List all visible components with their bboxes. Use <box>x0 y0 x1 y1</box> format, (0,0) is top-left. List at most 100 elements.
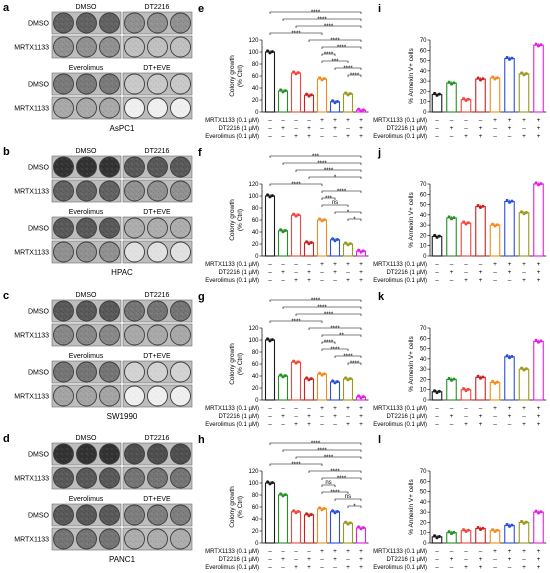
colony-texture <box>100 218 119 238</box>
data-point <box>359 109 363 113</box>
y-tick-label: 30 <box>420 510 427 516</box>
colony-texture <box>54 529 73 549</box>
condition-sign: + <box>508 261 512 268</box>
condition-sign: + <box>479 125 483 132</box>
colony-texture <box>77 13 96 33</box>
data-point <box>464 99 468 103</box>
data-point <box>466 221 470 225</box>
row-label: DMSO <box>28 226 50 233</box>
data-point <box>433 389 437 393</box>
y-axis-label: % Annexin V+ cells <box>408 479 415 535</box>
y-tick-label: 10 <box>420 244 427 250</box>
y-tick-label: 50 <box>420 347 427 353</box>
y-tick-label: 70 <box>420 326 427 332</box>
colony-texture <box>54 468 73 488</box>
condition-sign: + <box>537 117 541 124</box>
condition-sign: – <box>333 421 337 428</box>
colony-texture <box>54 444 73 464</box>
data-point <box>292 212 296 216</box>
data-point <box>357 525 361 529</box>
data-point <box>331 509 335 513</box>
significance-bracket <box>269 183 323 186</box>
panel-letter: h <box>198 434 205 446</box>
bar <box>533 340 544 401</box>
colony-texture <box>100 37 119 57</box>
data-point <box>534 338 538 342</box>
condition-sign: + <box>281 556 285 563</box>
significance-label: *** <box>312 154 320 160</box>
data-point <box>476 374 480 378</box>
condition-sign: – <box>493 564 497 571</box>
condition-sign: – <box>281 133 285 140</box>
colony-texture <box>54 362 73 382</box>
condition-sign: – <box>320 269 324 276</box>
significance-bracket <box>295 456 362 459</box>
y-tick-label: 40 <box>252 374 259 380</box>
condition-sign: + <box>508 125 512 132</box>
y-tick-label: 60 <box>252 505 259 511</box>
condition-label: MRTX1133 (0.1 µM) <box>205 262 259 268</box>
colony-texture <box>54 13 73 33</box>
significance-label: ** <box>339 333 344 339</box>
colony-texture <box>54 325 73 345</box>
condition-sign: – <box>346 269 350 276</box>
data-point <box>296 509 300 513</box>
condition-sign: – <box>493 277 497 284</box>
colony-texture <box>125 218 144 238</box>
condition-label: MRTX1133 (0.1 µM) <box>205 406 259 412</box>
condition-sign: + <box>346 405 350 412</box>
data-point <box>281 90 285 94</box>
y-tick-label: 0 <box>255 254 259 260</box>
data-point <box>331 379 335 383</box>
treatment-header: DT2216 <box>145 435 170 442</box>
data-point <box>348 521 352 525</box>
significance-bracket <box>308 39 362 42</box>
condition-sign: + <box>307 556 311 563</box>
row-label: MRTX1133 <box>14 106 49 113</box>
colony-texture <box>100 362 119 382</box>
data-point <box>479 78 482 82</box>
significance-bracket <box>269 299 362 302</box>
condition-sign: + <box>359 564 363 571</box>
panel-letter: a <box>3 2 10 14</box>
data-point <box>279 88 283 92</box>
treatment-header: DT+EVE <box>143 496 171 503</box>
bar <box>475 78 486 113</box>
significance-bracket <box>334 211 362 214</box>
condition-sign: – <box>333 564 337 571</box>
row-label: MRTX1133 <box>14 189 49 196</box>
condition-sign: – <box>268 269 272 276</box>
significance-bracket <box>321 348 349 351</box>
bar <box>290 361 302 401</box>
data-point <box>270 338 274 342</box>
y-tick-label: 80 <box>252 62 259 68</box>
y-tick-label: 20 <box>420 233 427 239</box>
data-point <box>346 522 350 526</box>
treatment-header: Everolimus <box>69 209 104 216</box>
bar <box>290 511 302 544</box>
data-point <box>361 526 365 530</box>
colony-texture <box>100 301 119 321</box>
colony-texture <box>125 13 144 33</box>
condition-sign: – <box>320 564 324 571</box>
condition-sign: + <box>359 261 363 268</box>
cell-line-label: AsPC1 <box>110 124 135 133</box>
condition-sign: + <box>522 564 526 571</box>
colony-texture <box>148 505 167 525</box>
bar <box>316 508 328 544</box>
colony-texture <box>171 362 190 382</box>
significance-label: **** <box>317 305 327 311</box>
data-point <box>266 193 270 197</box>
bar <box>504 356 515 401</box>
y-axis-label: % Annexin V+ cells <box>408 192 415 248</box>
significance-bracket <box>308 470 362 473</box>
colony-texture <box>54 218 73 238</box>
condition-sign: – <box>450 117 454 124</box>
data-point <box>522 521 526 525</box>
bar <box>303 378 315 401</box>
data-point <box>270 194 274 198</box>
data-point <box>309 512 313 516</box>
data-point <box>520 519 524 523</box>
data-point <box>333 239 337 243</box>
bar <box>277 230 289 257</box>
